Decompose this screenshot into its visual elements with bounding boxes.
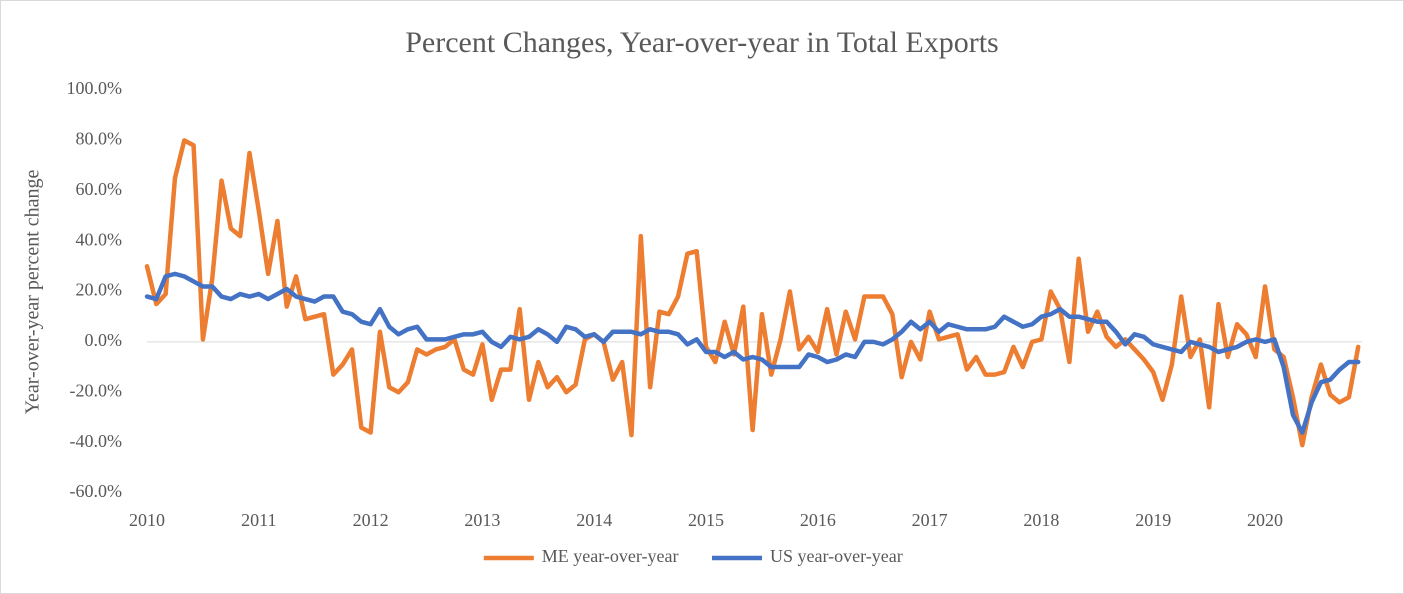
x-tick-label: 2020 <box>1247 510 1283 530</box>
legend-label: US year-over-year <box>770 546 903 566</box>
y-tick-label: -40.0% <box>70 431 123 451</box>
x-tick-label: 2014 <box>576 510 612 530</box>
x-tick-label: 2013 <box>464 510 500 530</box>
legend-label: ME year-over-year <box>542 546 679 566</box>
y-tick-label: 40.0% <box>76 229 123 249</box>
y-tick-label: -20.0% <box>70 380 123 400</box>
y-tick-label: 80.0% <box>76 129 123 149</box>
y-tick-label: 60.0% <box>76 179 123 199</box>
x-tick-label: 2016 <box>800 510 836 530</box>
y-axis-title: Year-over-year percent change <box>22 169 44 414</box>
x-tick-label: 2017 <box>912 510 948 530</box>
series-line <box>144 138 1361 448</box>
x-tick-label: 2011 <box>241 510 276 530</box>
x-tick-label: 2012 <box>353 510 389 530</box>
x-tick-label: 2019 <box>1135 510 1171 530</box>
x-tick-label: 2018 <box>1023 510 1059 530</box>
y-tick-label: 0.0% <box>85 330 123 350</box>
y-tick-label: -60.0% <box>70 481 123 501</box>
x-tick-label: 2015 <box>688 510 724 530</box>
y-tick-label: 20.0% <box>76 280 123 300</box>
chart-title: Percent Changes, Year-over-year in Total… <box>405 26 998 59</box>
series-line <box>144 271 1361 435</box>
x-tick-label: 2010 <box>129 510 165 530</box>
y-tick-label: 100.0% <box>67 78 123 98</box>
